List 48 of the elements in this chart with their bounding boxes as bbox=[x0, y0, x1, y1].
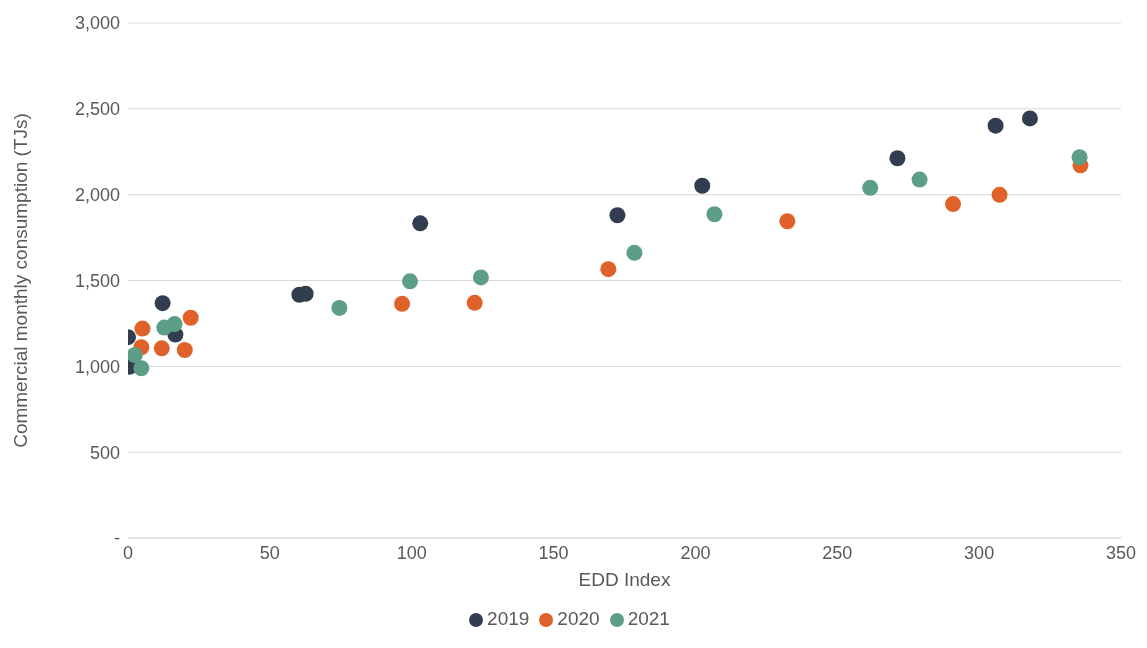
y-tick-label: 2,000 bbox=[74, 185, 120, 206]
x-tick-label: 150 bbox=[538, 542, 569, 563]
point bbox=[154, 295, 171, 312]
point bbox=[706, 206, 723, 223]
point bbox=[1021, 110, 1038, 127]
y-tick-label: 1,500 bbox=[74, 270, 120, 291]
point bbox=[1071, 149, 1088, 166]
y-tick-label: 2,500 bbox=[74, 99, 120, 120]
point bbox=[987, 117, 1004, 134]
point bbox=[394, 295, 411, 312]
point bbox=[182, 309, 199, 326]
point bbox=[889, 150, 906, 167]
x-tick-label: 250 bbox=[822, 542, 853, 563]
point bbox=[402, 273, 419, 290]
x-tick-label: 0 bbox=[122, 542, 134, 563]
x-tick-label: 200 bbox=[680, 542, 711, 563]
x-tick-label: 50 bbox=[259, 542, 280, 563]
point bbox=[779, 213, 796, 230]
point bbox=[991, 186, 1008, 203]
point bbox=[911, 171, 928, 188]
point bbox=[862, 179, 879, 196]
point bbox=[166, 316, 183, 333]
legend-label: 2021 bbox=[627, 608, 670, 629]
point bbox=[609, 207, 626, 224]
legend-label: 2019 bbox=[487, 608, 530, 629]
y-axis-title: Commercial monthly consumption (TJs) bbox=[9, 113, 31, 448]
point bbox=[945, 196, 962, 213]
point bbox=[600, 261, 617, 278]
y-tick-label: 1,000 bbox=[74, 356, 120, 377]
x-tick-label: 300 bbox=[964, 542, 995, 563]
point bbox=[412, 215, 429, 232]
legend-label: 2020 bbox=[557, 608, 600, 629]
point bbox=[466, 294, 483, 311]
y-tick-label: 3,000 bbox=[74, 13, 120, 34]
point bbox=[134, 320, 151, 337]
point bbox=[331, 299, 348, 316]
y-tick-label: - bbox=[114, 528, 120, 549]
point bbox=[133, 360, 150, 377]
point bbox=[626, 244, 643, 261]
x-tick-label: 100 bbox=[396, 542, 427, 563]
x-tick-label: 350 bbox=[1105, 542, 1137, 563]
point bbox=[694, 177, 711, 194]
x-axis-title: EDD Index bbox=[578, 569, 671, 590]
point bbox=[153, 340, 170, 357]
y-tick-label: 500 bbox=[89, 442, 120, 463]
point bbox=[128, 347, 143, 363]
point bbox=[472, 269, 489, 286]
point bbox=[176, 342, 193, 359]
